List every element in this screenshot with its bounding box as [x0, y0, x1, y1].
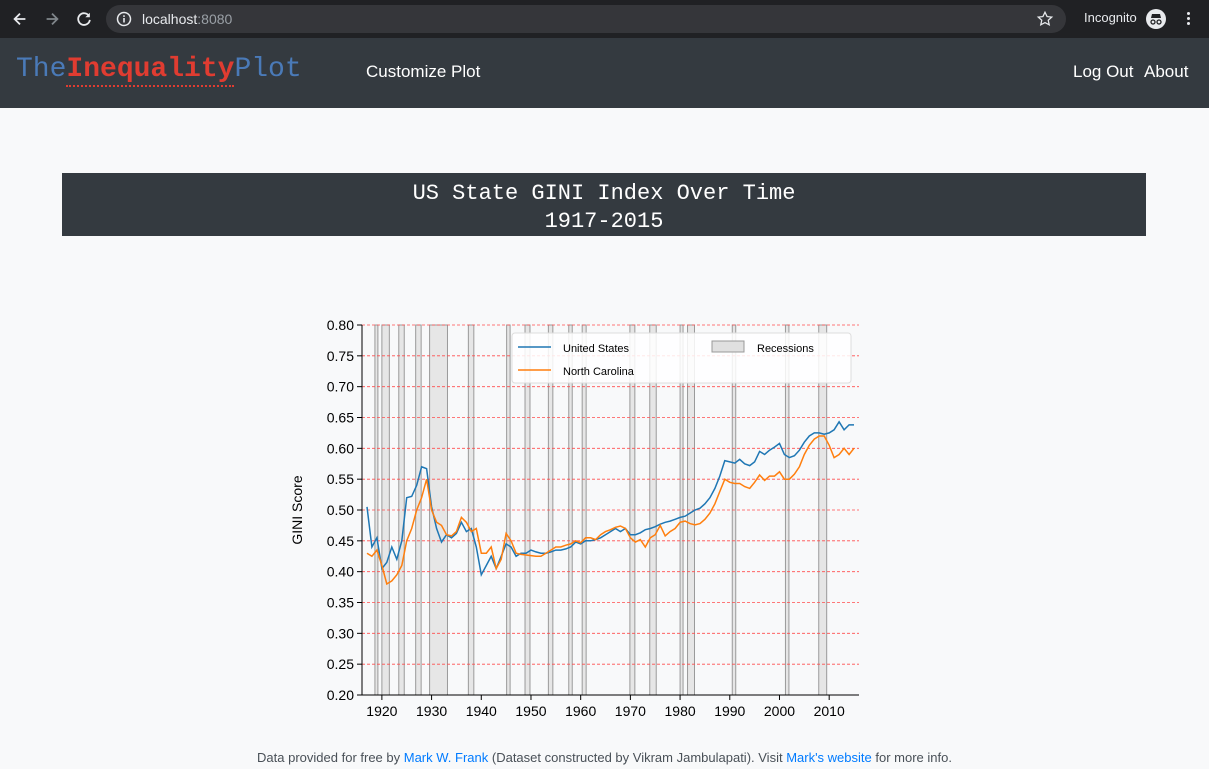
x-tick-label: 1980: [665, 703, 696, 719]
footer-text-3: for more info.: [871, 750, 952, 765]
y-tick-label: 0.45: [327, 533, 354, 549]
y-tick-label: 0.75: [327, 348, 354, 364]
incognito-label: Incognito: [1084, 10, 1137, 25]
y-tick-label: 0.30: [327, 625, 354, 641]
data-credit-footer: Data provided for free by Mark W. Frank …: [0, 750, 1209, 765]
x-tick-label: 1940: [466, 703, 497, 719]
browser-toolbar: localhost:8080 Incognito: [0, 0, 1209, 38]
forward-icon[interactable]: [36, 3, 68, 35]
y-axis-label: GINI Score: [289, 475, 305, 544]
mark-frank-link[interactable]: Mark W. Frank: [403, 750, 489, 765]
brand-logo[interactable]: TheInequalityPlot: [16, 54, 302, 87]
bookmark-star-icon[interactable]: [1036, 10, 1054, 28]
menu-icon[interactable]: [1182, 10, 1194, 28]
reload-icon[interactable]: [68, 3, 100, 35]
plot-title: US State GINI Index Over Time: [412, 181, 796, 206]
customize-plot-link[interactable]: Customize Plot: [366, 62, 481, 81]
back-icon[interactable]: [4, 3, 36, 35]
plot-year-range: 1917-2015: [544, 209, 664, 234]
marks-website-link[interactable]: Mark's website: [786, 750, 872, 765]
incognito-icon[interactable]: [1146, 9, 1166, 29]
legend-box: [511, 332, 852, 384]
y-tick-label: 0.40: [327, 564, 354, 580]
legend: United States North Carolina Recessions: [511, 332, 852, 384]
axes: 0.20 0.25 0.30 0.35 0.40 0.45 0.50 0.55 0.60 0.65…: [327, 317, 859, 719]
y-tick-label: 0.20: [327, 687, 354, 703]
x-tick-label: 1960: [565, 703, 596, 719]
y-tick-label: 0.65: [327, 410, 354, 426]
log-out-link[interactable]: Log Out: [1073, 62, 1134, 81]
y-tick-label: 0.25: [327, 656, 354, 672]
footer-text-1: Data provided for free by: [257, 750, 404, 765]
legend-label-recessions: Recessions: [757, 343, 814, 355]
y-tick-label: 0.50: [327, 502, 354, 518]
address-bar[interactable]: localhost:8080: [106, 5, 1066, 33]
x-tick-label: 2010: [814, 703, 845, 719]
y-tick-label: 0.80: [327, 317, 354, 333]
info-icon[interactable]: [116, 11, 132, 27]
legend-swatch-recessions: [711, 340, 745, 353]
y-tick-label: 0.60: [327, 440, 354, 456]
x-tick-label: 1990: [714, 703, 745, 719]
about-link[interactable]: About: [1144, 62, 1189, 81]
x-tick-label: 1950: [515, 703, 546, 719]
y-tick-label: 0.55: [327, 471, 354, 487]
footer-text-2: (Dataset constructed by Vikram Jambulapa…: [488, 750, 787, 765]
x-tick-label: 2000: [764, 703, 795, 719]
plot-title-banner: US State GINI Index Over Time 1917-2015: [62, 173, 1146, 236]
x-tick-label: 1970: [615, 703, 646, 719]
app-navbar: TheInequalityPlot Customize Plot Log Out…: [0, 38, 1209, 108]
x-tick-label: 1920: [366, 703, 397, 719]
gini-line-chart: 0.20 0.25 0.30 0.35 0.40 0.45 0.50 0.55 0.60 0.65…: [289, 317, 859, 719]
y-tick-label: 0.70: [327, 379, 354, 395]
url-text: localhost:8080: [142, 11, 233, 27]
y-tick-label: 0.35: [327, 595, 354, 611]
series-lines: [366, 420, 855, 586]
legend-label-nc: North Carolina: [563, 366, 635, 378]
x-tick-label: 1930: [416, 703, 447, 719]
legend-label-us: United States: [563, 343, 630, 355]
series-line-nc: [366, 435, 855, 586]
